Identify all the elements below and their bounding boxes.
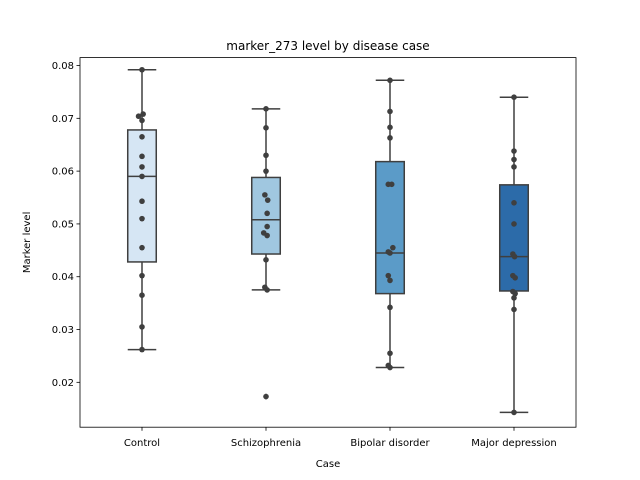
y-tick-label: 0.08 xyxy=(52,61,74,72)
data-point xyxy=(387,364,393,371)
data-point xyxy=(139,292,145,299)
data-point xyxy=(387,277,393,284)
data-point xyxy=(385,272,392,279)
data-point xyxy=(387,124,393,131)
data-point xyxy=(139,244,145,251)
plot-area-frame xyxy=(79,57,577,428)
data-point xyxy=(511,156,517,163)
chart-title: marker_273 level by disease case xyxy=(226,39,429,53)
data-point xyxy=(511,164,517,170)
x-axis-label: Case xyxy=(316,459,340,470)
data-point xyxy=(139,173,145,180)
data-point xyxy=(139,164,145,170)
data-point xyxy=(387,350,393,357)
data-point xyxy=(135,113,142,120)
data-point xyxy=(511,253,518,260)
x-tick-label: Control xyxy=(124,438,160,449)
data-point xyxy=(139,66,145,73)
x-tick-label: Bipolar disorder xyxy=(350,438,430,449)
data-point xyxy=(263,106,269,112)
x-tick-label: Major depression xyxy=(471,438,557,449)
data-point xyxy=(264,287,270,293)
data-point xyxy=(511,295,517,301)
x-axis: Control Schizophrenia Bipolar disorder Majo… xyxy=(124,427,557,449)
data-point xyxy=(263,257,269,263)
y-tick-label: 0.04 xyxy=(52,272,74,283)
box-group xyxy=(126,68,158,351)
data-point xyxy=(264,210,270,217)
points-layer xyxy=(135,66,518,416)
data-point xyxy=(140,111,146,117)
data-point xyxy=(139,324,145,330)
data-point xyxy=(512,290,518,297)
data-point xyxy=(263,125,269,131)
data-point xyxy=(511,221,517,227)
data-point xyxy=(387,304,393,311)
data-point xyxy=(264,223,270,230)
box-iqr xyxy=(126,129,158,263)
data-point xyxy=(511,200,517,206)
data-point xyxy=(262,192,268,198)
data-point xyxy=(387,77,393,84)
data-point xyxy=(512,274,518,281)
data-point xyxy=(139,272,145,279)
data-point xyxy=(390,244,396,251)
data-point xyxy=(387,108,393,115)
data-point xyxy=(388,181,395,188)
y-tick-label: 0.06 xyxy=(52,167,74,178)
data-point xyxy=(139,215,145,222)
y-axis: 0.02 0.03 0.04 0.05 0.06 0.07 0.08 xyxy=(52,61,80,389)
data-point xyxy=(139,198,145,205)
data-point xyxy=(387,250,393,256)
y-tick-label: 0.02 xyxy=(52,378,74,389)
data-point xyxy=(139,346,145,353)
data-point xyxy=(139,117,145,124)
data-point xyxy=(264,232,270,239)
data-point xyxy=(511,409,517,416)
data-point xyxy=(264,197,271,203)
data-point xyxy=(139,153,145,160)
data-point xyxy=(511,306,517,313)
data-point xyxy=(387,135,393,141)
data-point xyxy=(263,168,269,174)
y-axis-label: Marker level xyxy=(22,212,33,274)
data-point xyxy=(139,134,145,140)
y-tick-label: 0.03 xyxy=(52,325,74,336)
x-tick-label: Schizophrenia xyxy=(231,438,301,449)
data-point xyxy=(263,393,269,400)
data-point xyxy=(511,148,517,154)
y-tick-label: 0.07 xyxy=(52,114,74,125)
y-tick-label: 0.05 xyxy=(52,219,74,230)
data-point xyxy=(263,152,269,159)
data-point xyxy=(511,94,517,100)
